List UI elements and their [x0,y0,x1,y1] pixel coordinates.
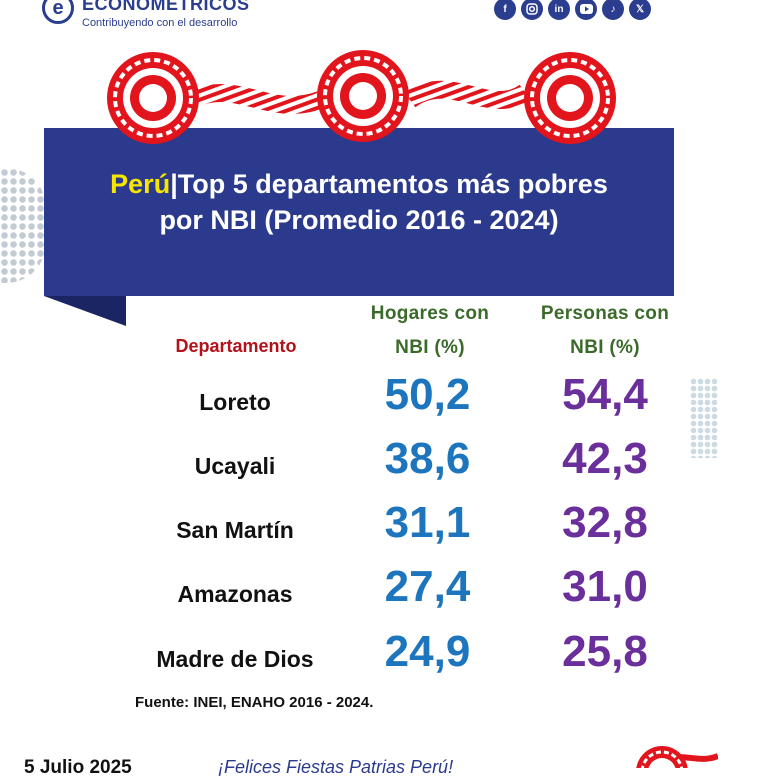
source-note: Fuente: INEI, ENAHO 2016 - 2024. [135,694,374,711]
rosette-footer [636,746,718,768]
rosette-center [317,50,409,142]
dot-pattern-left [0,168,46,283]
personas-value-ucayali: 42,3 [562,434,648,483]
x-icon[interactable]: 𝕏 [629,0,651,20]
title-line1: |Top 5 departamentos más pobres [170,169,608,199]
personas-value-san-martin: 32,8 [562,498,648,547]
row-name-san-martin: San Martín [176,517,294,543]
logo-icon: e [42,0,74,24]
row-name-loreto: Loreto [199,389,271,415]
rosette-left [107,52,199,144]
personas-value-madre-de-dios: 25,8 [562,627,648,676]
social-links: f in ♪ 𝕏 [494,0,651,20]
instagram-icon[interactable] [521,0,543,20]
hogares-value-san-martin: 31,1 [384,498,471,547]
publication-date: 5 Julio 2025 [24,757,132,778]
row-name-amazonas: Amazonas [177,581,293,607]
rosette-decoration [107,50,616,144]
personas-header: Personas con NBI (%) [540,303,670,358]
rosette-right [524,52,616,144]
departamento-header: Departamento [175,336,297,356]
row-name-madre-de-dios: Madre de Dios [156,646,314,672]
chart-title: Perú|Top 5 departamentos más pobres por … [44,166,674,238]
linkedin-icon[interactable]: in [548,0,570,20]
title-line2: por NBI (Promedio 2016 - 2024) [159,205,559,235]
personas-value-amazonas: 31,0 [562,562,648,611]
banner-fold [44,296,126,326]
hogares-value-amazonas: 27,4 [384,562,471,611]
ribbon-left [191,84,324,114]
hogares-value-ucayali: 38,6 [384,434,471,483]
ribbon-right [404,80,531,110]
dot-pattern-right [690,378,718,458]
hogares-value-madre-de-dios: 24,9 [384,627,471,676]
row-name-ucayali: Ucayali [194,453,276,479]
facebook-icon[interactable]: f [494,0,516,20]
title-banner [44,128,674,296]
tiktok-icon[interactable]: ♪ [602,0,624,20]
brand-name: ECONOMÉTRICOS [82,0,250,14]
personas-value-loreto: 54,4 [562,370,648,419]
title-highlight: Perú [110,169,171,199]
hogares-value-loreto: 50,2 [384,370,471,419]
brand-tagline: Contribuyendo con el desarrollo [82,17,238,29]
hogares-header: Hogares con NBI (%) [370,303,490,358]
youtube-icon[interactable] [575,0,597,20]
